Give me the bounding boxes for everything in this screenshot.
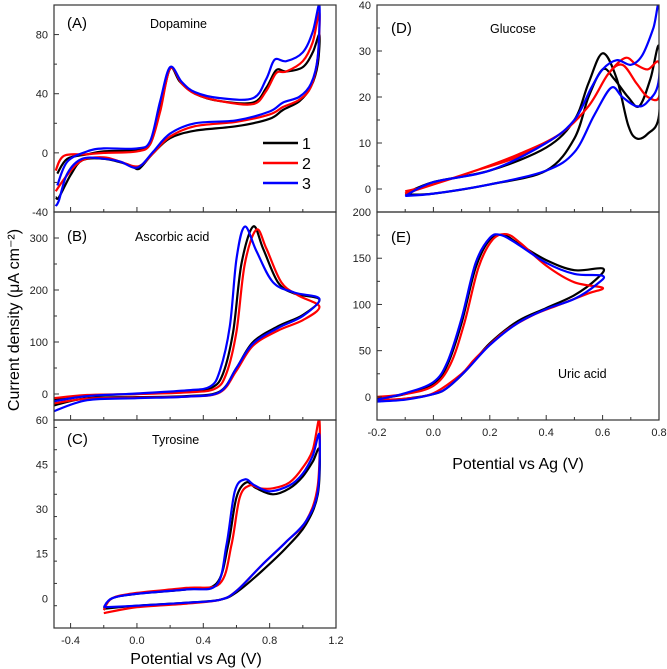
series-3-line <box>102 432 321 609</box>
x-tick-label: 0.0 <box>129 635 144 647</box>
panel-b: 300 200 100 0 (B) Ascorbic acid <box>30 211 337 421</box>
series-2-line <box>54 11 321 192</box>
panel-e: 200 150 100 50 0 -0.2 0.0 0.2 0.4 0.6 0.8 (E) Uric a… <box>353 207 667 439</box>
panel-c: 60 45 30 15 0 -0.4 0.0 0.4 0.8 1.2 (C) Tyrosine <box>36 415 344 647</box>
y-tick-label: 15 <box>36 549 48 561</box>
x-tick-label: 1.2 <box>328 635 343 647</box>
y-tick-label: 45 <box>36 460 48 472</box>
series-1-line <box>54 225 321 407</box>
y-tick-label: 40 <box>36 89 48 101</box>
series-3-line <box>404 5 659 197</box>
y-tick-label: 60 <box>36 415 48 427</box>
panel-tag: (C) <box>67 431 88 448</box>
plot-frame <box>376 4 660 213</box>
y-tick-label: 50 <box>359 346 371 358</box>
panel-tag: (B) <box>67 228 87 245</box>
panel-tag: (D) <box>391 20 412 37</box>
series-3-line <box>54 5 321 207</box>
y-tick-label: 0 <box>42 593 48 605</box>
x-tick-label: -0.4 <box>61 635 80 647</box>
y-tick-label: 40 <box>359 0 371 12</box>
plot-frame <box>53 4 337 213</box>
x-tick-label: 0.8 <box>262 635 277 647</box>
series-2-line <box>102 420 321 615</box>
y-tick-label: 0 <box>365 184 371 196</box>
panel-a: 80 40 0 -40 (A) Dopamine <box>32 4 337 219</box>
y-axis-label: Current density (μA cm⁻²) <box>6 229 23 411</box>
series-1-line <box>404 44 659 196</box>
y-tick-label: 30 <box>359 46 371 58</box>
y-tick-label: 0 <box>365 392 371 404</box>
x-tick-label: 0.4 <box>539 427 554 439</box>
y-tick-label: 80 <box>36 30 48 42</box>
legend-label-1: 1 <box>302 136 311 153</box>
y-tick-label: 30 <box>36 504 48 516</box>
series-1-line <box>102 447 321 610</box>
series-3-line <box>54 225 321 413</box>
y-tick-label: 0 <box>42 389 48 401</box>
panel-tag: (E) <box>391 229 411 246</box>
panel-title: Tyrosine <box>152 433 199 447</box>
x-tick-label: 0.8 <box>651 427 666 439</box>
plot-frame <box>53 419 337 629</box>
legend: 1 2 3 <box>263 136 311 193</box>
x-tick-label: 0.2 <box>482 427 497 439</box>
y-tick-label: 300 <box>30 233 48 245</box>
y-tick-label: 100 <box>30 337 48 349</box>
y-tick-label: 100 <box>353 299 371 311</box>
x-axis-label-left: Potential vs Ag (V) <box>130 651 262 668</box>
panel-title: Uric acid <box>558 367 607 381</box>
panel-title: Glucose <box>490 22 536 36</box>
y-tick-label: 0 <box>42 148 48 160</box>
panel-tag: (A) <box>67 15 87 32</box>
y-tick-label: 200 <box>353 207 371 219</box>
legend-label-2: 2 <box>302 156 311 173</box>
y-tick-label: 20 <box>359 92 371 104</box>
x-axis-label-right: Potential vs Ag (V) <box>452 456 584 473</box>
panel-title: Ascorbic acid <box>135 230 209 244</box>
x-tick-label: 0.0 <box>426 427 441 439</box>
legend-label-3: 3 <box>302 176 311 193</box>
series-2-line <box>54 228 321 405</box>
y-tick-label: 10 <box>359 138 371 150</box>
y-tick-label: 200 <box>30 285 48 297</box>
panel-title: Dopamine <box>150 17 207 31</box>
y-tick-label: -40 <box>32 207 48 219</box>
x-tick-label: 0.4 <box>196 635 211 647</box>
series-3-line <box>377 233 606 403</box>
x-tick-label: -0.2 <box>368 427 387 439</box>
panel-d: 40 30 20 10 0 (D) Glucose <box>359 0 660 213</box>
y-tick-label: 150 <box>353 253 371 265</box>
series-2-line <box>404 56 659 195</box>
x-tick-label: 0.6 <box>595 427 610 439</box>
